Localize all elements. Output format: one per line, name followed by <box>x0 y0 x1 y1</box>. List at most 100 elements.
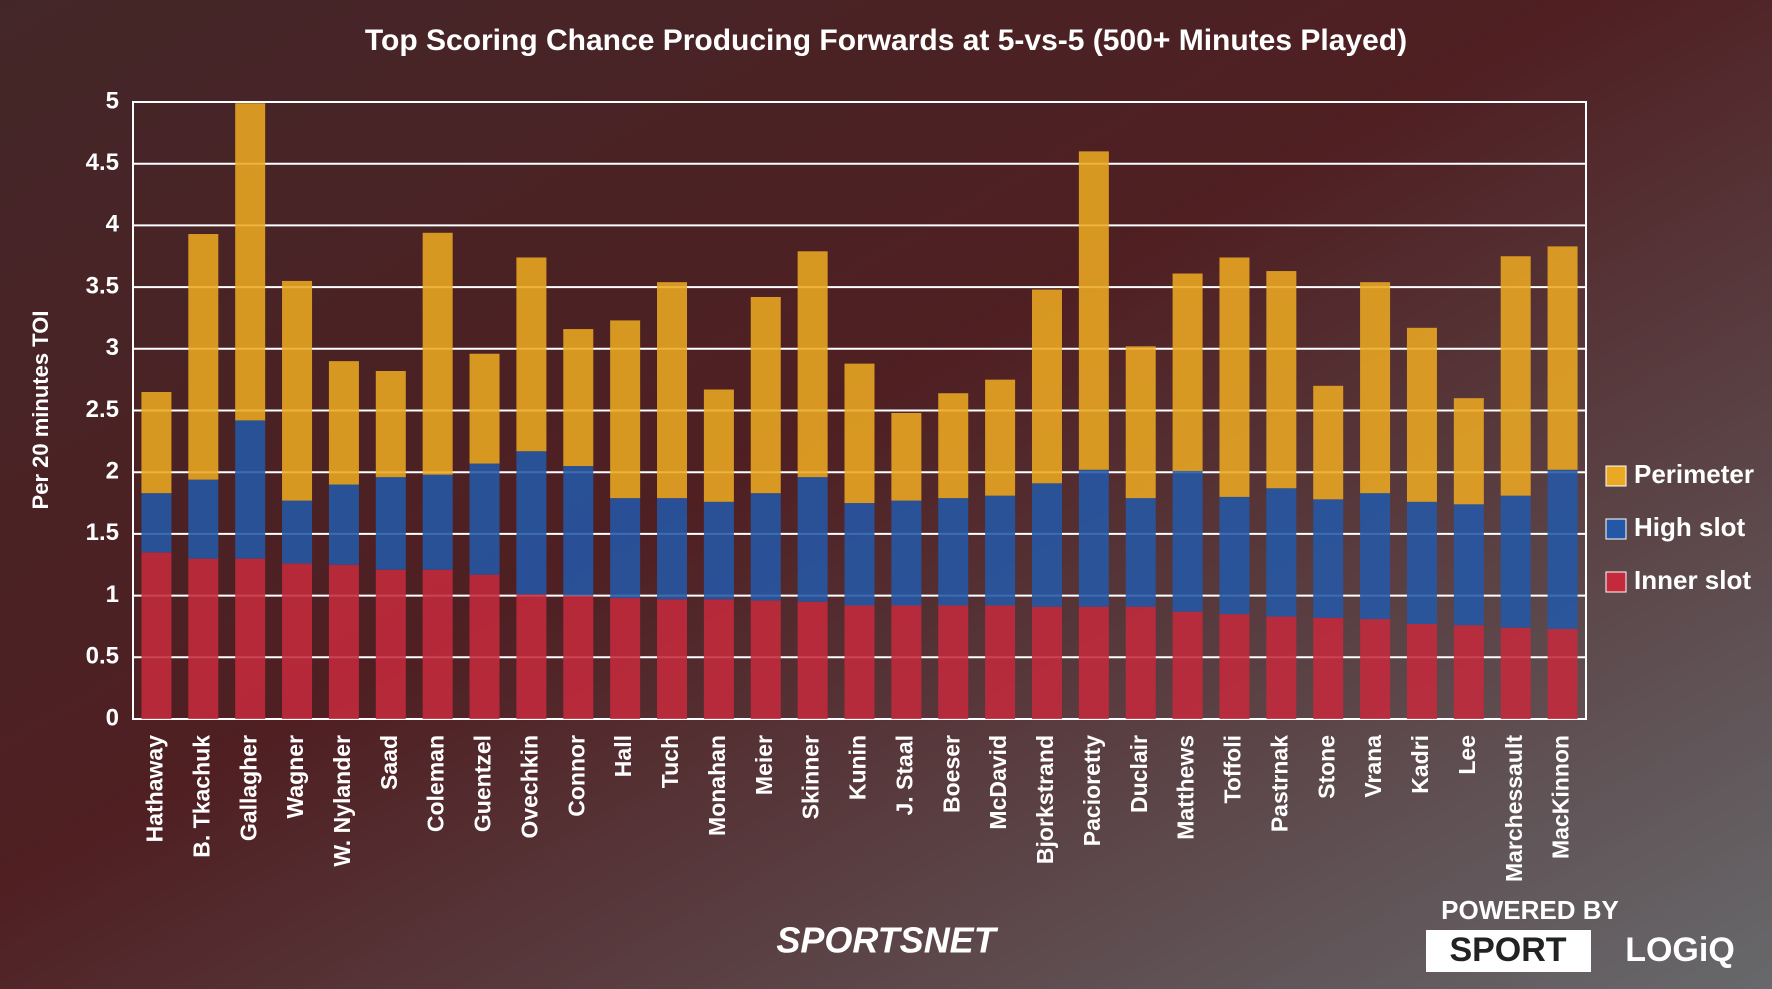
x-tick-label: Kunin <box>845 735 871 800</box>
x-tick-label: J. Staal <box>891 735 917 816</box>
bar-segment <box>422 569 453 719</box>
bar-segment <box>328 564 359 719</box>
y-tick-label: 0 <box>106 704 119 731</box>
x-tick-label: Bjorkstrand <box>1032 735 1058 864</box>
legend-swatch <box>1605 465 1627 487</box>
x-tick-label: Duclair <box>1126 735 1152 813</box>
y-tick-label: 3.5 <box>86 272 119 299</box>
bar-segment <box>938 393 969 499</box>
bar-segment <box>844 605 875 719</box>
bar-segment <box>1406 501 1437 624</box>
bar-segment <box>703 389 734 502</box>
y-axis-label: Per 20 minutes TOI <box>28 311 53 510</box>
bar-segment <box>563 329 594 467</box>
bar-segment <box>750 296 781 494</box>
bar-segment <box>235 558 266 719</box>
bar-segment <box>1547 628 1578 719</box>
legend-label: High slot <box>1634 512 1746 542</box>
bar-segment <box>469 574 500 719</box>
bar-segment <box>422 474 453 570</box>
bar-segment <box>188 234 219 480</box>
bar-segment <box>1031 483 1062 607</box>
bar-segment <box>469 463 500 575</box>
x-tick-label: McDavid <box>985 735 1011 830</box>
x-tick-label: Wagner <box>282 735 308 819</box>
y-tick-label: 5 <box>106 87 119 114</box>
bar-segment <box>610 498 641 599</box>
x-tick-label: W. Nylander <box>329 735 355 867</box>
chart-title: Top Scoring Chance Producing Forwards at… <box>365 24 1407 57</box>
bar-segment <box>1125 606 1156 719</box>
legend-label: Perimeter <box>1634 459 1754 489</box>
bar-segment <box>516 451 547 595</box>
bar-segment <box>1406 327 1437 502</box>
bar-segment <box>375 371 406 478</box>
legend-swatch <box>1605 518 1627 540</box>
bar-segment <box>1313 617 1344 719</box>
bar-segment <box>1500 495 1531 628</box>
bar-segment <box>1453 625 1484 719</box>
bar-segment <box>1125 498 1156 607</box>
bar-segment <box>985 605 1016 719</box>
bar-segment <box>1078 606 1109 719</box>
bar-segment <box>657 498 688 600</box>
x-tick-label: Toffoli <box>1220 735 1246 804</box>
bar-segment <box>1078 469 1109 607</box>
bar-segment <box>1406 623 1437 719</box>
bar-segment <box>141 391 172 494</box>
bar-segment <box>703 599 734 719</box>
x-tick-label: Meier <box>751 735 777 795</box>
bar-segment <box>328 361 359 485</box>
bar-segment <box>1547 246 1578 470</box>
x-tick-label: Pacioretty <box>1079 735 1105 846</box>
bar-segment <box>1172 470 1203 612</box>
bar-segment <box>657 282 688 499</box>
x-tick-label: B. Tkachuk <box>188 735 214 858</box>
bar-segment <box>235 420 266 559</box>
bar-segment <box>141 552 172 719</box>
bar-segment <box>891 605 922 719</box>
bar-segment <box>797 251 828 478</box>
bar-segment <box>1360 619 1391 719</box>
bar-segment <box>1125 346 1156 499</box>
bar-segment <box>516 594 547 719</box>
bar-segment <box>1266 271 1297 489</box>
bar-segment <box>1219 496 1250 615</box>
bar-segment <box>1453 398 1484 505</box>
logo-box <box>1426 930 1591 972</box>
bar-segment <box>985 379 1016 496</box>
y-tick-label: 1.5 <box>86 519 119 546</box>
bar-segment <box>188 479 219 559</box>
legend-label: Inner slot <box>1634 565 1751 595</box>
bar-segment <box>938 498 969 606</box>
bar-segment <box>1313 499 1344 618</box>
x-tick-label: Vrana <box>1360 735 1386 798</box>
bar-segment <box>610 598 641 719</box>
bar-segment <box>938 605 969 719</box>
bar-segment <box>797 601 828 719</box>
logo-logiq: LOGiQ <box>1625 931 1735 969</box>
bar-segment <box>563 595 594 719</box>
bar-segment <box>328 484 359 565</box>
x-tick-label: Guentzel <box>470 735 496 832</box>
x-tick-label: Connor <box>563 735 589 817</box>
logo-sport: SPORT <box>1449 931 1566 969</box>
x-tick-label: Ovechkin <box>516 735 542 839</box>
bar-segment <box>750 493 781 601</box>
bar-segment <box>422 232 453 475</box>
bar-segment <box>844 503 875 606</box>
x-tick-label: Hall <box>610 735 636 777</box>
bar-segment <box>657 599 688 719</box>
bar-segment <box>750 600 781 719</box>
x-tick-label: Matthews <box>1173 735 1199 840</box>
x-tick-label: Skinner <box>798 735 824 819</box>
x-tick-label: Hathaway <box>142 735 168 843</box>
sportsnet-logo: SPORTSNET <box>776 920 998 961</box>
bar-segment <box>703 501 734 600</box>
y-tick-label: 2.5 <box>86 396 119 423</box>
bar-segment <box>891 500 922 606</box>
x-tick-label: Monahan <box>704 735 730 836</box>
x-tick-label: Lee <box>1454 735 1480 775</box>
